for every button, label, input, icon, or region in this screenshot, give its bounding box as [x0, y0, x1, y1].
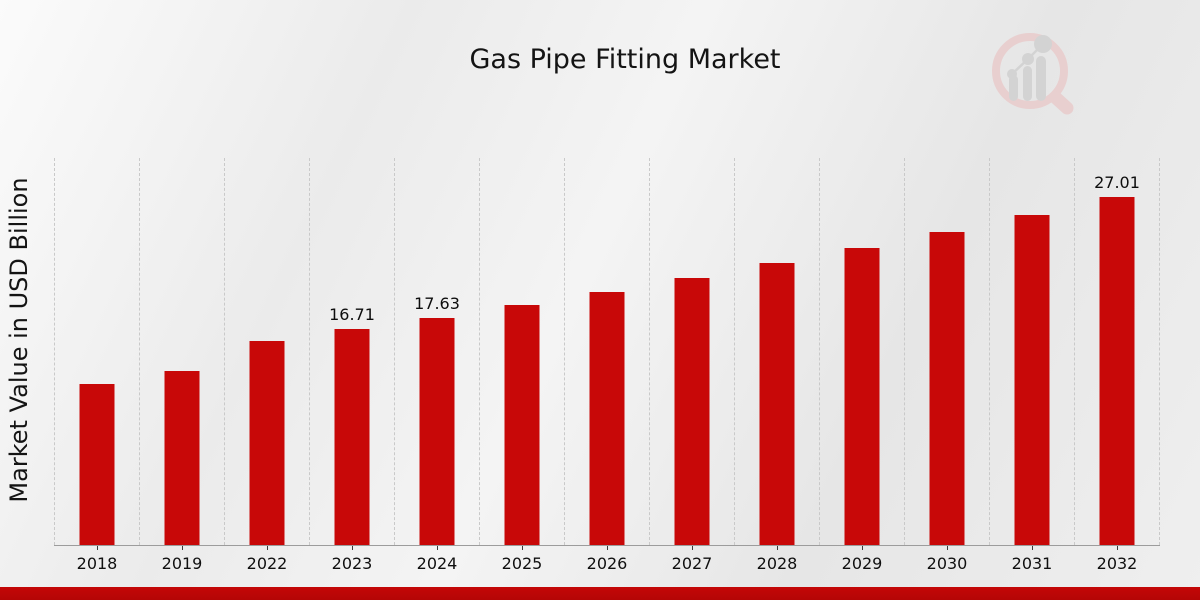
- bar: [759, 263, 795, 545]
- bar-value-label: 27.01: [1094, 172, 1140, 192]
- x-axis-tick: [267, 545, 268, 550]
- x-axis-tick: [352, 545, 353, 550]
- x-axis-tick: [1117, 545, 1118, 550]
- x-tick-label: 2018: [76, 554, 118, 573]
- x-tick-label: 2026: [586, 554, 628, 573]
- bar-value-label: 16.71: [329, 305, 375, 325]
- category-column: 16.71 2023: [309, 158, 394, 573]
- bar: [589, 291, 625, 545]
- bar: [334, 329, 370, 545]
- x-tick-label: 2031: [1011, 554, 1053, 573]
- x-tick-label: 2029: [841, 554, 883, 573]
- bar: [674, 278, 710, 545]
- x-axis-tick: [522, 545, 523, 550]
- category-column: 2028: [734, 158, 819, 573]
- category-column: 27.01 2032: [1074, 158, 1159, 573]
- x-tick-label: 2024: [416, 554, 458, 573]
- x-axis-tick: [692, 545, 693, 550]
- x-axis-tick: [437, 545, 438, 550]
- bar: [249, 340, 285, 545]
- footer-accent-bar: [0, 587, 1200, 600]
- x-tick-label: 2028: [756, 554, 798, 573]
- bar: [1099, 196, 1135, 545]
- x-axis-tick: [97, 545, 98, 550]
- category-column: 2019: [139, 158, 224, 573]
- brand-watermark-logo: [992, 33, 1074, 115]
- x-tick-label: 2022: [246, 554, 288, 573]
- category-column: 17.63 2024: [394, 158, 479, 573]
- bar: [419, 317, 455, 545]
- bar-value-label: 17.63: [414, 293, 460, 313]
- x-axis-tick: [1032, 545, 1033, 550]
- x-tick-label: 2032: [1096, 554, 1138, 573]
- category-column: 2029: [819, 158, 904, 573]
- category-column: 2027: [649, 158, 734, 573]
- x-tick-label: 2027: [671, 554, 713, 573]
- x-axis-tick: [607, 545, 608, 550]
- x-axis-tick: [862, 545, 863, 550]
- chart-title: Gas Pipe Fitting Market: [469, 44, 781, 75]
- category-column: 2030: [904, 158, 989, 573]
- category-column: 2031: [989, 158, 1074, 573]
- bar: [164, 370, 200, 545]
- y-axis-label: Market Value in USD Billion: [5, 177, 33, 503]
- x-tick-label: 2019: [161, 554, 203, 573]
- bar: [1014, 214, 1050, 545]
- bar: [79, 384, 115, 545]
- x-tick-label: 2023: [331, 554, 373, 573]
- category-column: 2018: [54, 158, 139, 573]
- x-tick-label: 2030: [926, 554, 968, 573]
- x-axis-line: [54, 545, 1160, 546]
- x-axis-tick: [182, 545, 183, 550]
- category-column: 2022: [224, 158, 309, 573]
- bar: [504, 305, 540, 545]
- category-column: 2025: [479, 158, 564, 573]
- x-axis-tick: [947, 545, 948, 550]
- bar: [929, 231, 965, 545]
- bar: [844, 248, 880, 545]
- x-axis-tick: [777, 545, 778, 550]
- x-tick-label: 2025: [501, 554, 543, 573]
- category-column: 2026: [564, 158, 649, 573]
- plot-area: 2018 2019 2022 16.71 2023 17.63 2024 2025 2026 20…: [54, 158, 1160, 573]
